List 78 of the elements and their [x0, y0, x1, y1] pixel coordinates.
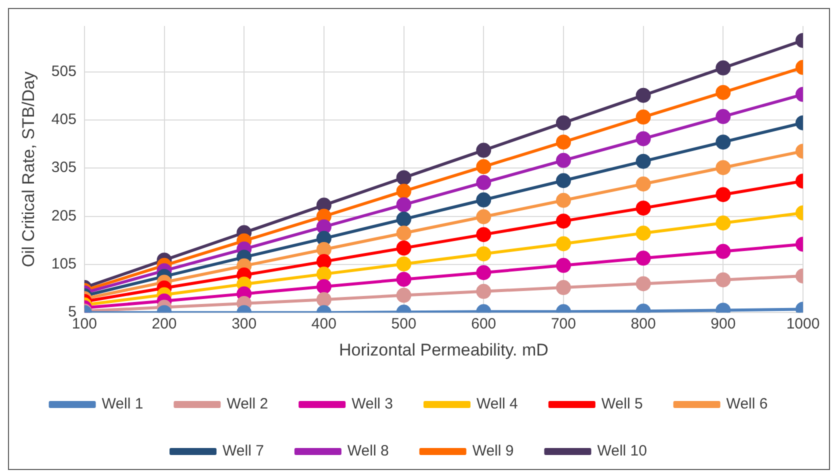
y-axis-title: Oil Critical Rate, STB/Day: [18, 71, 38, 268]
point: [636, 250, 651, 266]
legend-label: Well 9: [472, 442, 514, 460]
point: [636, 276, 651, 292]
legend-label: Well 3: [352, 396, 393, 413]
point: [476, 175, 492, 190]
legend-label: Well 5: [601, 396, 643, 413]
point: [396, 226, 412, 241]
legend-label: Well 4: [476, 396, 518, 413]
point: [396, 240, 412, 256]
point: [716, 187, 731, 202]
point: [636, 176, 651, 192]
y-tick-label: 505: [51, 62, 76, 80]
point: [716, 109, 731, 124]
point: [716, 84, 731, 100]
point: [556, 173, 571, 188]
point: [636, 88, 651, 103]
x-tick-label: 800: [630, 316, 656, 333]
point: [716, 272, 731, 288]
point: [396, 272, 412, 287]
point: [556, 152, 571, 168]
x-tick-label: 400: [311, 316, 336, 333]
legend-label: Well 2: [226, 396, 268, 413]
x-tick-label: 100: [72, 316, 97, 333]
y-tick-label: 105: [51, 256, 76, 273]
point: [476, 159, 492, 174]
x-axis-title: Horizontal Permeability. mD: [339, 340, 548, 360]
point: [316, 254, 332, 270]
y-tick-label: 305: [51, 159, 76, 176]
point: [556, 236, 571, 252]
point: [716, 60, 731, 76]
point: [316, 292, 332, 308]
point: [476, 142, 492, 158]
point: [716, 244, 731, 259]
point: [636, 131, 651, 146]
y-tick-label: 205: [51, 207, 76, 224]
x-tick-label: 1000: [786, 316, 820, 333]
point: [476, 227, 492, 242]
point: [476, 284, 492, 299]
point: [556, 214, 571, 229]
point: [476, 192, 492, 208]
point: [476, 246, 492, 262]
point: [396, 170, 412, 186]
point: [476, 265, 492, 280]
point: [396, 212, 412, 227]
point: [556, 258, 571, 273]
point: [636, 154, 651, 169]
x-tick-label: 700: [550, 316, 576, 333]
point: [316, 219, 332, 234]
point: [636, 200, 651, 216]
y-tick-label: 405: [51, 111, 76, 128]
point: [556, 134, 571, 150]
point: [396, 184, 412, 199]
x-tick-label: 200: [152, 316, 177, 333]
point: [396, 256, 412, 272]
point: [636, 110, 651, 125]
legend-label: Well 6: [726, 396, 768, 413]
legend-label: Well 1: [102, 396, 144, 413]
point: [476, 209, 492, 224]
point: [396, 288, 412, 303]
point: [316, 279, 332, 294]
point: [716, 134, 731, 150]
point: [716, 160, 731, 176]
legend-label: Well 8: [347, 442, 389, 460]
point: [556, 280, 571, 296]
x-tick-label: 900: [710, 316, 736, 333]
x-tick-label: 600: [471, 316, 496, 333]
point: [716, 216, 731, 231]
point: [316, 242, 332, 257]
point: [556, 115, 571, 130]
point: [636, 226, 651, 241]
x-tick-label: 500: [391, 316, 416, 333]
x-tick-label: 300: [232, 316, 257, 333]
point: [316, 266, 332, 282]
point: [556, 192, 571, 208]
legend-label: Well 7: [222, 442, 264, 460]
point: [396, 197, 412, 212]
legend-label: Well 10: [597, 442, 647, 460]
